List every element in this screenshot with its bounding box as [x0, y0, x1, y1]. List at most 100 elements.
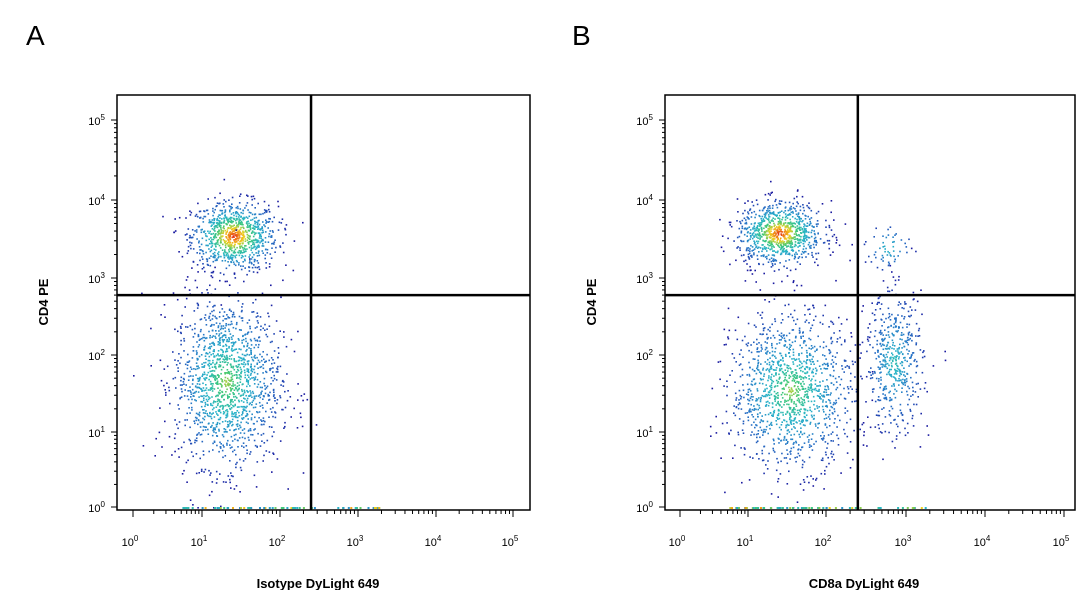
event-dot: [250, 507, 253, 509]
event-dot: [216, 478, 218, 480]
event-dot: [908, 331, 911, 334]
event-dot: [228, 232, 231, 234]
event-dot: [244, 255, 247, 257]
event-dot: [232, 335, 234, 337]
event-dot: [256, 411, 258, 413]
event-dot: [809, 354, 812, 357]
event-dot: [815, 389, 818, 392]
event-dot: [237, 365, 239, 368]
event-dot: [233, 214, 235, 217]
event-dot: [252, 224, 255, 227]
event-dot: [228, 420, 231, 422]
event-dot: [233, 227, 236, 229]
event-dot: [206, 394, 209, 397]
event-dot: [221, 384, 223, 387]
event-dot: [243, 507, 246, 509]
event-dot: [239, 245, 241, 248]
event-dot: [815, 372, 817, 375]
event-dot: [805, 237, 807, 239]
event-dot: [216, 421, 219, 424]
event-dot: [222, 350, 224, 353]
event-dot: [808, 384, 811, 386]
event-dot: [233, 412, 236, 414]
event-dot: [211, 228, 214, 230]
event-dot: [226, 412, 229, 415]
event-dot: [775, 392, 778, 395]
event-dot: [255, 252, 257, 254]
event-dot: [214, 225, 217, 227]
event-dot: [804, 240, 806, 243]
event-dot: [254, 428, 256, 430]
event-dot: [235, 222, 238, 224]
event-dot: [796, 365, 799, 367]
event-dot: [787, 228, 789, 231]
event-dot: [236, 389, 239, 391]
event-dot: [221, 249, 224, 251]
event-dot: [781, 397, 784, 399]
event-dot: [222, 481, 225, 483]
event-dot: [787, 370, 789, 372]
event-dot: [271, 230, 274, 232]
event-dot: [257, 225, 260, 228]
event-dot: [202, 373, 204, 376]
event-dot: [798, 216, 801, 218]
event-dot: [277, 229, 280, 231]
event-dot: [792, 250, 795, 252]
event-dot: [764, 248, 767, 250]
event-dot: [233, 393, 235, 395]
event-dot: [238, 262, 240, 264]
event-dot: [774, 263, 776, 265]
event-dot: [807, 215, 809, 218]
event-dot: [771, 344, 773, 347]
event-dot: [216, 423, 218, 426]
event-dot: [182, 507, 185, 509]
event-dot: [273, 333, 275, 335]
event-dot: [822, 346, 825, 349]
event-dot: [917, 335, 919, 337]
event-dot: [783, 211, 785, 214]
event-dot: [777, 480, 779, 483]
event-dot: [740, 254, 743, 257]
event-dot: [778, 339, 781, 341]
event-dot: [196, 238, 198, 240]
event-dot: [765, 230, 768, 232]
event-dot: [822, 354, 824, 356]
event-dot: [249, 394, 251, 397]
event-dot: [211, 366, 214, 368]
event-dot: [204, 401, 207, 404]
event-dot: [232, 383, 234, 385]
event-dot: [944, 350, 946, 353]
event-dot: [759, 237, 761, 239]
event-dot: [794, 241, 797, 243]
event-dot: [763, 472, 765, 475]
event-dot: [797, 212, 800, 214]
event-dot: [238, 249, 241, 252]
event-dot: [790, 387, 793, 389]
event-dot: [805, 362, 808, 365]
event-dot: [763, 254, 765, 256]
event-dot: [201, 249, 204, 252]
event-dot: [237, 230, 239, 233]
event-dot: [220, 372, 222, 375]
event-dot: [227, 254, 229, 256]
event-dot: [190, 391, 192, 393]
event-dot: [768, 369, 770, 372]
event-dot: [174, 376, 177, 379]
event-dot: [248, 354, 251, 356]
event-dot: [271, 435, 274, 438]
event-dot: [253, 423, 255, 425]
panel-letter-b: B: [572, 20, 591, 51]
event-dot: [784, 399, 786, 402]
event-dot: [212, 210, 214, 212]
event-dot: [226, 359, 228, 361]
event-dot: [254, 376, 257, 378]
event-dot: [258, 268, 261, 271]
event-dot: [213, 388, 216, 390]
event-dot: [259, 386, 262, 389]
event-dot: [198, 383, 201, 386]
event-dot: [828, 247, 831, 250]
event-dot: [749, 238, 751, 240]
event-dot: [871, 388, 874, 391]
event-dot: [852, 458, 854, 461]
event-dot: [761, 244, 763, 246]
